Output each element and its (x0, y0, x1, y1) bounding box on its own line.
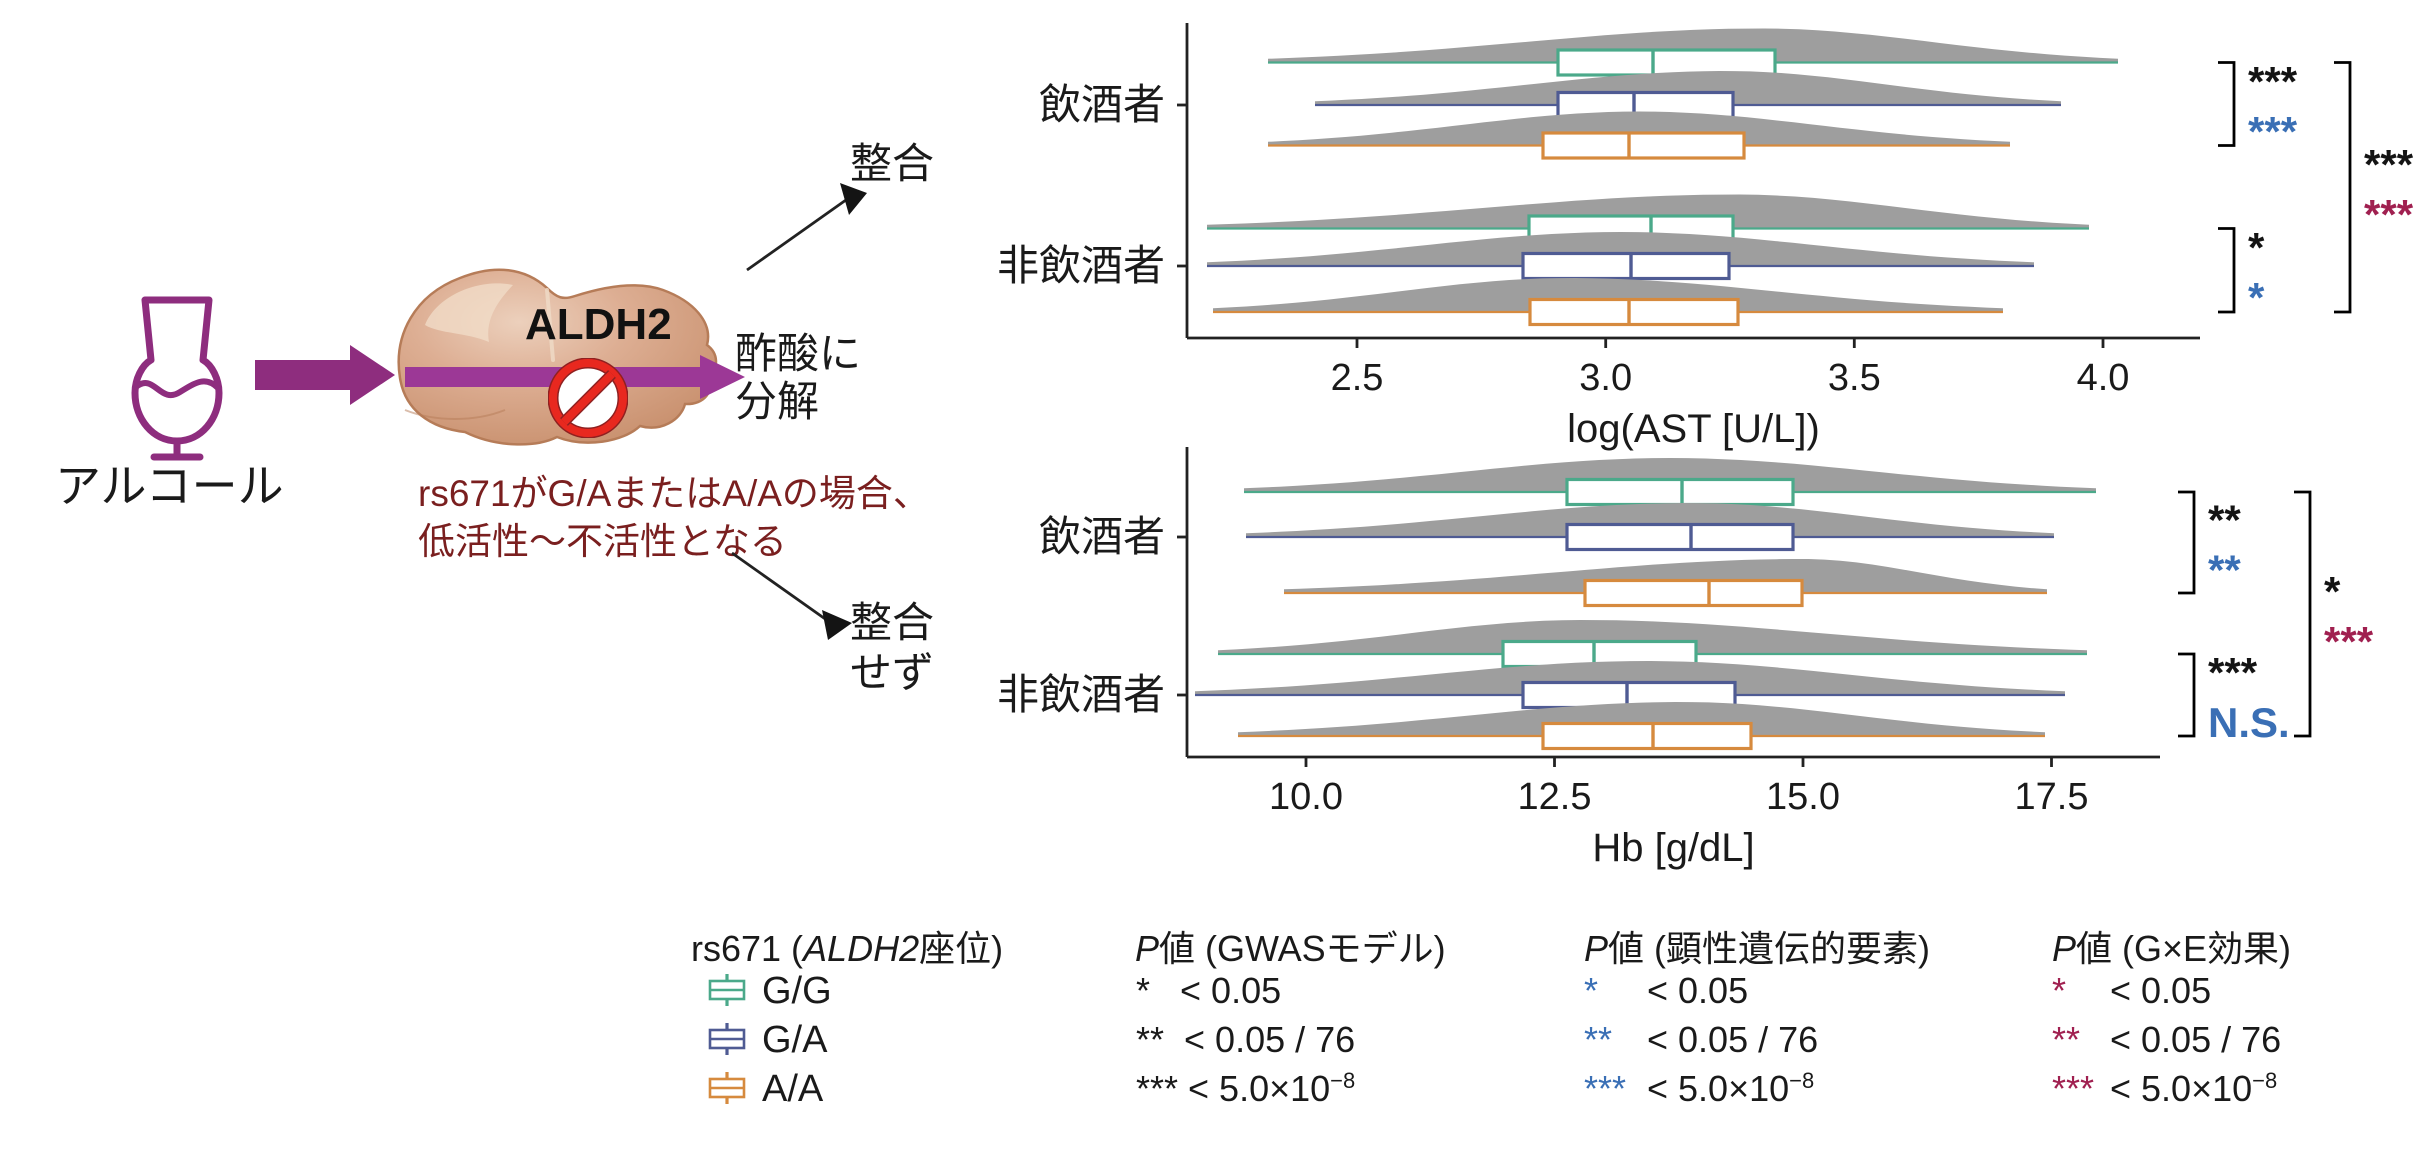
svg-text:2.5: 2.5 (1331, 357, 1384, 399)
svg-text:*: * (2248, 224, 2265, 271)
svg-text:***: *** (2364, 141, 2414, 188)
svg-text:*: * (2324, 568, 2341, 615)
svg-text:**: ** (2208, 547, 2241, 594)
svg-text:17.5: 17.5 (2015, 776, 2089, 818)
svg-text:飲酒者: 飲酒者 (1039, 81, 1165, 128)
svg-text:Hb [g/dL]: Hb [g/dL] (1592, 826, 1754, 870)
svg-text:*: * (2248, 274, 2265, 321)
svg-text:3.0: 3.0 (1579, 357, 1632, 399)
svg-text:**: ** (2208, 497, 2241, 544)
svg-text:3.5: 3.5 (1828, 357, 1881, 399)
svg-text:4.0: 4.0 (2077, 357, 2130, 399)
svg-text:***: *** (2248, 108, 2298, 155)
svg-text:***: *** (2324, 618, 2374, 665)
svg-text:飲酒者: 飲酒者 (1039, 513, 1165, 560)
svg-text:15.0: 15.0 (1766, 776, 1840, 818)
svg-text:***: *** (2364, 191, 2414, 238)
svg-text:非飲酒者: 非飲酒者 (997, 242, 1165, 289)
svg-text:10.0: 10.0 (1269, 776, 1343, 818)
svg-text:N.S.: N.S. (2208, 699, 2290, 746)
svg-text:***: *** (2208, 649, 2258, 696)
svg-text:非飲酒者: 非飲酒者 (997, 671, 1165, 718)
svg-text:***: *** (2248, 58, 2298, 105)
svg-text:12.5: 12.5 (1518, 776, 1592, 818)
